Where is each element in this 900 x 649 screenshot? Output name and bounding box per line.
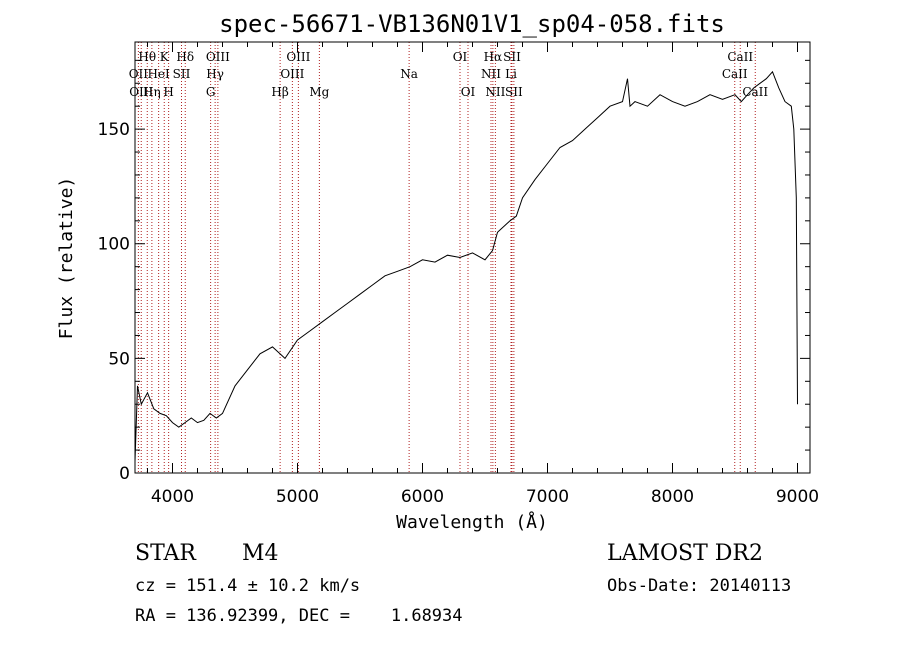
line-label: NII (485, 85, 505, 99)
line-label: OII (129, 67, 149, 81)
line-label: Hβ (271, 85, 288, 99)
line-label: OIII (286, 50, 310, 64)
line-label: OI (453, 50, 468, 64)
observation-date: Obs-Date: 20140113 (607, 576, 791, 596)
line-label: HeI (147, 67, 170, 81)
redshift-cz: cz = 151.4 ± 10.2 km/s (135, 576, 360, 596)
y-tick-label: 50 (108, 349, 130, 369)
line-label: Mg (309, 85, 329, 99)
line-label: SII (503, 50, 521, 64)
plot-frame (134, 41, 811, 474)
line-label: H (163, 85, 173, 99)
line-label: CaII (742, 85, 768, 99)
y-tick-label: 0 (119, 464, 130, 484)
line-label: SII (505, 85, 523, 99)
line-label: Na (400, 67, 418, 81)
line-label: CaII (722, 67, 748, 81)
emission-line-markers (137, 42, 756, 473)
line-label: G (206, 85, 216, 99)
survey-name: LAMOST DR2 (607, 541, 763, 566)
y-tick-label: 100 (98, 235, 130, 255)
line-label: Li (505, 67, 517, 81)
line-label: Hα (484, 50, 503, 64)
x-tick-label: 5000 (276, 487, 319, 507)
line-label: SII (173, 67, 191, 81)
line-label: OIII (280, 67, 304, 81)
line-label: K (160, 50, 170, 64)
y-axis-ticks: 0 50 100 150 (98, 59, 810, 484)
line-label: NII (481, 67, 501, 81)
line-label: Hγ (206, 67, 224, 81)
y-tick-label: 150 (98, 120, 130, 140)
x-tick-label: 9000 (776, 487, 819, 507)
line-label: Hθ (138, 50, 156, 64)
line-label: OIII (206, 50, 230, 64)
y-axis-label: Flux (relative) (56, 177, 77, 340)
coordinates: RA = 136.92399, DEC = 1.68934 (135, 606, 463, 626)
x-axis-ticks: 4000 5000 6000 7000 8000 9000 (147, 42, 819, 507)
line-label: CaII (727, 50, 753, 64)
chart-title: spec-56671-VB136N01V1_sp04-058.fits (219, 10, 725, 38)
x-tick-label: 6000 (401, 487, 444, 507)
object-subclass: M4 (242, 541, 279, 566)
line-label: Hη (143, 85, 161, 99)
x-tick-label: 4000 (151, 487, 194, 507)
x-axis-label: Wavelength (Å) (396, 511, 548, 533)
line-label: Hδ (176, 50, 194, 64)
object-class: STAR (135, 541, 197, 566)
spectrum-line (134, 70, 798, 462)
x-tick-label: 8000 (651, 487, 694, 507)
x-tick-label: 7000 (526, 487, 569, 507)
line-label: OI (461, 85, 476, 99)
